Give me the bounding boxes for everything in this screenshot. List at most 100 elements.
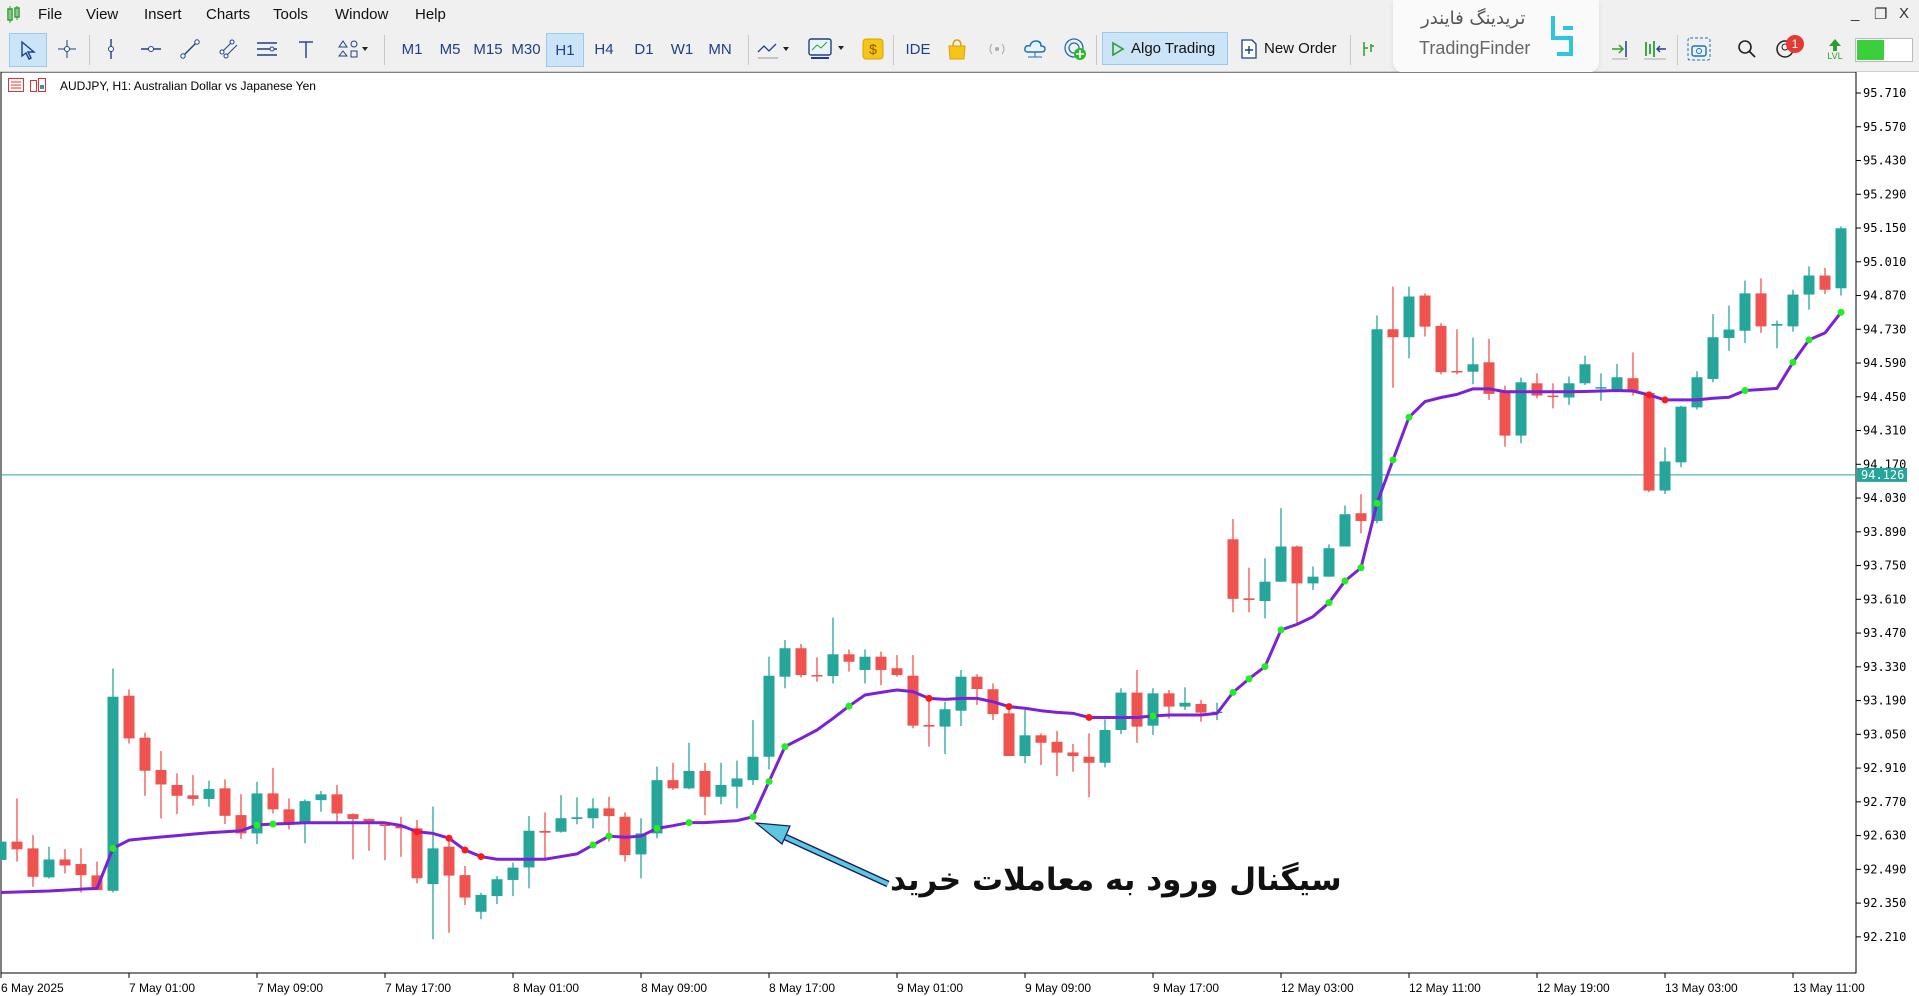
timeframe-m30[interactable]: M30 <box>511 40 541 58</box>
candle-body <box>475 894 487 912</box>
candle <box>75 848 87 893</box>
candle <box>1691 371 1703 410</box>
arrow-shaft <box>771 829 889 886</box>
restore-button[interactable]: ❐ <box>1874 6 1888 23</box>
candle-body <box>491 879 503 897</box>
y-tick-label: 95.710 <box>1863 86 1906 100</box>
close-button[interactable]: X <box>1899 5 1910 22</box>
level-button[interactable]: LVL <box>1822 33 1848 65</box>
new-order-button[interactable]: New Order <box>1234 32 1344 65</box>
text-tool-button[interactable] <box>291 33 321 65</box>
candle-body <box>1723 329 1735 338</box>
candle <box>747 720 759 785</box>
candle-body <box>1547 395 1559 398</box>
candle <box>1835 226 1847 296</box>
candle-body <box>1483 362 1495 394</box>
chart-type-dropdown[interactable] <box>754 33 794 65</box>
x-tick-label: 9 May 17:00 <box>1153 981 1219 995</box>
candle-body <box>379 824 391 826</box>
vps-button[interactable] <box>1061 33 1089 65</box>
market-button[interactable]: $ <box>860 33 886 65</box>
autoscroll-button[interactable] <box>1640 33 1670 65</box>
candle-body <box>939 709 951 727</box>
candle-body <box>555 818 567 832</box>
candle <box>635 818 647 879</box>
menu-help[interactable]: Help <box>415 6 446 23</box>
candle <box>1371 315 1383 524</box>
candle-body <box>187 795 199 799</box>
shopping-bag-icon <box>948 39 966 60</box>
shop-button[interactable] <box>943 33 971 65</box>
candle <box>859 649 871 684</box>
select-cursor-button[interactable] <box>9 33 47 67</box>
level-toggle[interactable] <box>1855 38 1913 62</box>
menu-window[interactable]: Window <box>335 6 389 23</box>
ide-button[interactable]: IDE <box>905 40 931 58</box>
buy-signal-dot <box>1341 577 1349 585</box>
candle-body <box>363 818 375 823</box>
cloud-button[interactable] <box>1021 33 1049 65</box>
candle-body <box>11 841 23 850</box>
menu-charts[interactable]: Charts <box>206 6 251 23</box>
broadcast-icon <box>989 43 1005 55</box>
menu-insert[interactable]: Insert <box>144 6 182 23</box>
search-button[interactable] <box>1734 33 1760 65</box>
depth-of-market-button[interactable] <box>1356 33 1380 65</box>
sell-signal-dot <box>1661 396 1669 404</box>
timeframe-m15[interactable]: M15 <box>473 40 503 58</box>
menu-view[interactable]: View <box>86 6 119 23</box>
play-icon <box>1112 41 1125 56</box>
current-price-label: 94.126 <box>1861 468 1904 482</box>
timeframe-h1[interactable]: H1 <box>546 33 584 67</box>
candle <box>187 775 199 806</box>
screenshot-button[interactable] <box>1684 33 1714 65</box>
vertical-line-button[interactable] <box>96 33 126 65</box>
new-order-label: New Order <box>1264 40 1337 57</box>
fibonacci-button[interactable] <box>252 33 282 65</box>
channel-button[interactable] <box>214 33 244 65</box>
timeframe-m5[interactable]: M5 <box>439 40 461 58</box>
trendline-button[interactable] <box>175 33 205 65</box>
template-dropdown[interactable] <box>805 33 849 65</box>
vps-add-icon <box>1064 38 1086 60</box>
candle-body <box>107 696 119 891</box>
candle <box>0 841 7 860</box>
candle-body <box>75 864 87 876</box>
vertical-line-icon <box>108 39 114 59</box>
candle <box>1195 700 1207 722</box>
price-chart[interactable]: 95.710 95.570 95.430 95.290 95.150 95.010 94.8… <box>0 72 1919 996</box>
candle <box>1659 447 1671 494</box>
timeframe-m1[interactable]: M1 <box>401 40 423 58</box>
candle <box>1707 314 1719 383</box>
crosshair-button[interactable] <box>51 33 83 65</box>
minimize-button[interactable]: _ <box>1851 5 1860 22</box>
timeframe-w1[interactable]: W1 <box>670 40 694 58</box>
arrow-head <box>754 822 791 845</box>
chart-shift-button[interactable] <box>1607 33 1633 65</box>
algo-trading-button[interactable]: Algo Trading <box>1102 32 1228 65</box>
timeframe-d1[interactable]: D1 <box>634 40 654 58</box>
y-tick-label: 92.910 <box>1863 761 1906 775</box>
chart-shift-icon <box>1612 41 1628 60</box>
timeframe-mn[interactable]: MN <box>708 40 732 58</box>
menu-tools[interactable]: Tools <box>273 6 309 23</box>
x-tick-label: 8 May 01:00 <box>513 981 579 995</box>
candle <box>203 780 215 807</box>
autoscroll-icon <box>1644 41 1666 60</box>
svg-text:$: $ <box>869 41 877 57</box>
candle-body <box>1739 293 1751 331</box>
horizontal-line-button[interactable] <box>136 33 166 65</box>
timeframe-h4[interactable]: H4 <box>594 40 614 58</box>
watermark-text-fa: تریدینگ فایندر <box>1421 8 1526 29</box>
buy-signal-dot <box>1229 688 1237 696</box>
menu-file[interactable]: File <box>38 6 63 23</box>
x-tick-label: 7 May 09:00 <box>257 981 323 995</box>
y-tick-label: 92.770 <box>1863 795 1906 809</box>
candle <box>1467 337 1479 385</box>
signals-button[interactable] <box>983 33 1011 65</box>
shapes-dropdown[interactable] <box>330 33 376 65</box>
buy-signal-dot <box>269 820 277 828</box>
candle <box>875 651 887 686</box>
candle-body <box>331 794 343 814</box>
template-icon <box>808 38 844 59</box>
